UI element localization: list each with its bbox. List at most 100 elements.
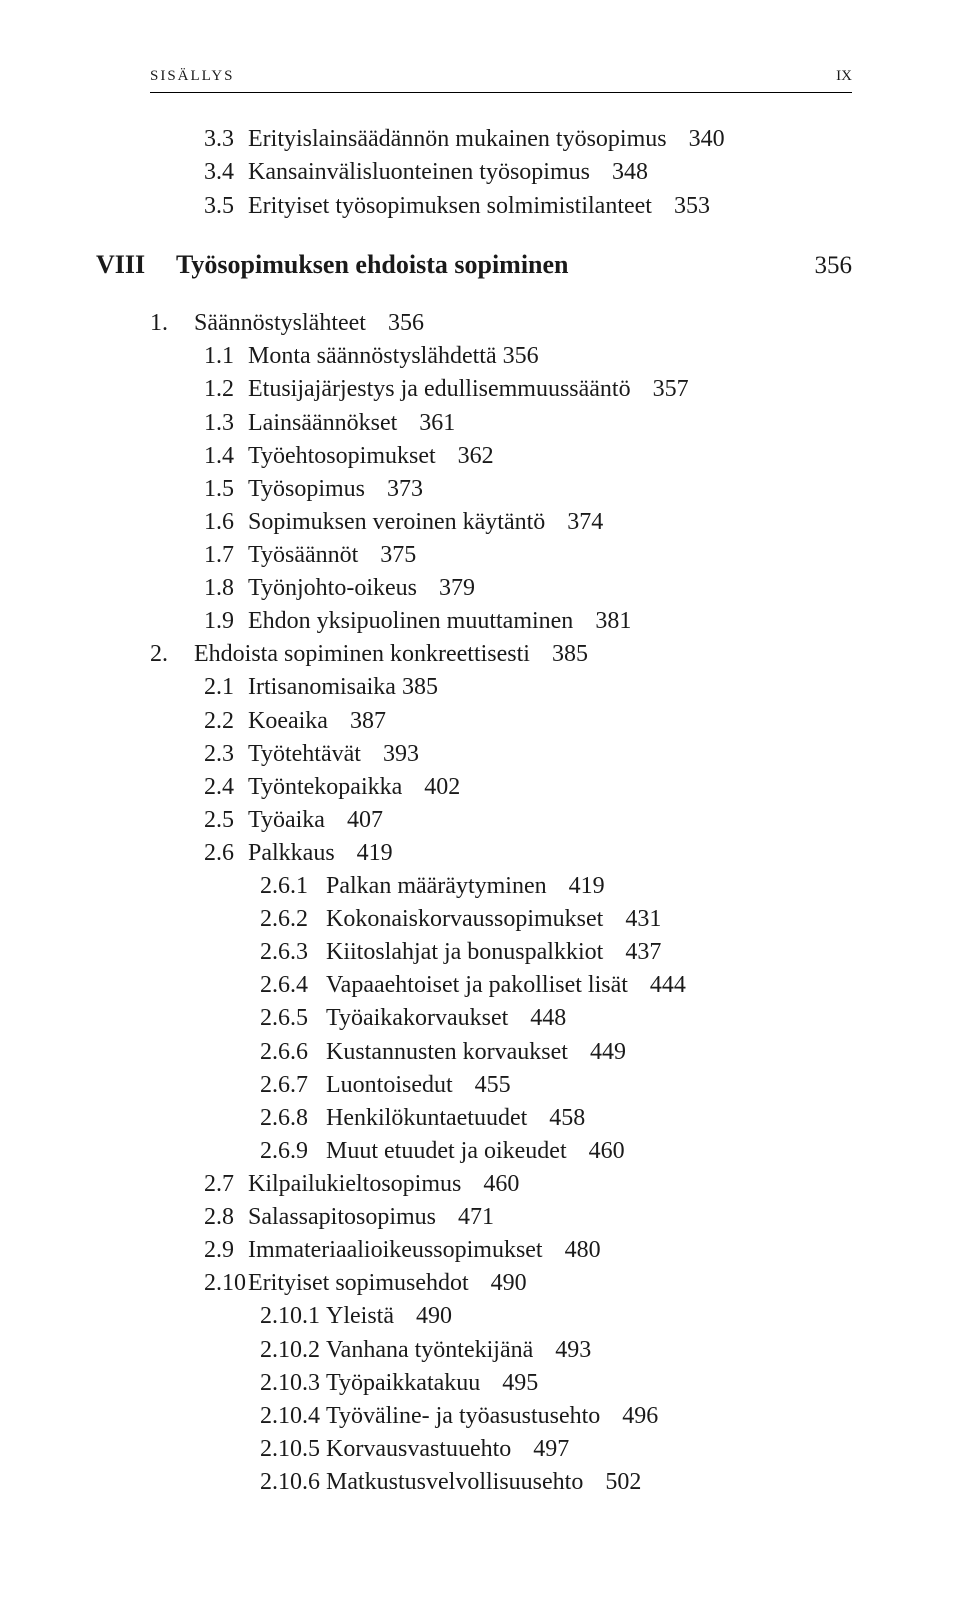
toc-entry-title: Työaika: [248, 807, 325, 833]
toc-entry-number: 2.4: [204, 771, 248, 804]
toc-entry-title: Työehtosopimukset: [248, 443, 436, 469]
toc-entry: 2.7Kilpailukieltosopimus460: [150, 1168, 852, 1201]
toc-entry-number: 2.6.6: [260, 1036, 326, 1069]
toc-entry-page: 449: [590, 1039, 626, 1065]
toc-entry-title: Säännöstyslähteet: [194, 310, 366, 336]
header-page-number: ix: [836, 58, 852, 88]
toc-entry-page: 495: [502, 1370, 538, 1396]
toc-entry-title: Muut etuudet ja oikeudet: [326, 1138, 567, 1164]
toc-entry-number: 2.10.6: [260, 1466, 326, 1499]
toc-entry: 2.6.8Henkilökuntaetuudet458: [150, 1102, 852, 1135]
toc-entry-title: Palkan määräytyminen: [326, 873, 547, 899]
toc-entry: 2.9Immateriaalioikeussopimukset480: [150, 1234, 852, 1267]
toc-entry-title: Ehdon yksipuolinen muuttaminen: [248, 608, 573, 634]
toc-entry-page: 357: [653, 376, 689, 402]
toc-entry-number: 2.9: [204, 1234, 248, 1267]
toc-entry-page: 437: [625, 939, 661, 965]
toc-entry-number: 2.10.5: [260, 1433, 326, 1466]
toc-entry-number: 2.8: [204, 1201, 248, 1234]
toc-entry-page: 379: [439, 575, 475, 601]
toc-entry-page: 381: [595, 608, 631, 634]
toc-entry-number: 2.6.2: [260, 903, 326, 936]
chapter-heading-row: VIII Työsopimuksen ehdoista sopiminen 35…: [96, 247, 852, 284]
toc-entry: 2.6.7Luontoisedut455: [150, 1069, 852, 1102]
toc-entry-number: 1.4: [204, 440, 248, 473]
toc-entry: 2.10.4Työväline- ja työasustusehto496: [150, 1400, 852, 1433]
toc-entry-title: Luontoisedut: [326, 1072, 453, 1098]
toc-entry-number: 2.3: [204, 738, 248, 771]
toc-entry-number: 2.6.8: [260, 1102, 326, 1135]
toc-entry: 1.9Ehdon yksipuolinen muuttaminen381: [150, 605, 852, 638]
toc-entry-number: 3.5: [204, 190, 248, 223]
toc-entry: 3.3Erityislainsäädännön mukainen työsopi…: [150, 123, 852, 156]
toc-entry-page: 471: [458, 1204, 494, 1230]
toc-entry: 1.7Työsäännöt375: [150, 539, 852, 572]
toc-entry-title: Sopimuksen veroinen käytäntö: [248, 509, 545, 535]
toc-entry-title: Immateriaalioikeussopimukset: [248, 1237, 543, 1263]
toc-post-block: 1.Säännöstyslähteet3561.1Monta säännösty…: [150, 307, 852, 1499]
toc-entry-page: 361: [419, 410, 455, 436]
toc-entry-number: 2.6.3: [260, 936, 326, 969]
toc-entry-page: 348: [612, 159, 648, 185]
toc-entry-title: Työnjohto-oikeus: [248, 575, 417, 601]
toc-entry: 2.10.5Korvausvastuuehto497: [150, 1433, 852, 1466]
toc-entry: 3.4Kansainvälisluonteinen työsopimus348: [150, 156, 852, 189]
toc-entry: 2.4Työntekopaikka402: [150, 771, 852, 804]
toc-entry-page: 460: [483, 1171, 519, 1197]
toc-entry-number: 2.2: [204, 705, 248, 738]
toc-entry-title: Koeaika: [248, 708, 328, 734]
toc-entry-page: 407: [347, 807, 383, 833]
toc-entry-page: 419: [569, 873, 605, 899]
toc-entry-number: 3.4: [204, 156, 248, 189]
toc-entry-page: 493: [555, 1337, 591, 1363]
toc-entry-title: Ehdoista sopiminen konkreettisesti: [194, 641, 530, 667]
toc-entry: 2.2Koeaika387: [150, 705, 852, 738]
toc-entry-title: Erityiset sopimusehdot: [248, 1270, 469, 1296]
toc-entry-number: 2.6: [204, 837, 248, 870]
toc-entry-number: 2.6.5: [260, 1002, 326, 1035]
toc-entry-title: Työsopimus: [248, 476, 365, 502]
toc-entry-title: Yleistä: [326, 1303, 394, 1329]
toc-entry-number: 2.: [150, 638, 194, 671]
toc-entry: 2.10Erityiset sopimusehdot490: [150, 1267, 852, 1300]
toc-entry-number: 2.1: [204, 671, 248, 704]
toc-entry: 2.6.5Työaikakorvaukset448: [150, 1002, 852, 1035]
toc-entry: 2.6.4Vapaaehtoiset ja pakolliset lisät44…: [150, 969, 852, 1002]
toc-entry: 2.10.1Yleistä490: [150, 1300, 852, 1333]
toc-entry-title: Työtehtävät: [248, 741, 361, 767]
toc-entry-page: 375: [380, 542, 416, 568]
toc-entry-title: Kokonaiskorvaussopimukset: [326, 906, 603, 932]
toc-entry: 1.2Etusijajärjestys ja edullisemmuussään…: [150, 373, 852, 406]
toc-entry-number: 1.6: [204, 506, 248, 539]
toc-entry-title: Työntekopaikka: [248, 774, 402, 800]
toc-entry-page: 502: [605, 1469, 641, 1495]
toc-entry-title: Työväline- ja työasustusehto: [326, 1403, 600, 1429]
toc-entry-page: 419: [357, 840, 393, 866]
toc-entry-title: Salassapitosopimus: [248, 1204, 436, 1230]
toc-entry-page: 448: [530, 1005, 566, 1031]
toc-entry: 2.6.9Muut etuudet ja oikeudet460: [150, 1135, 852, 1168]
toc-entry-number: 1.: [150, 307, 194, 340]
toc-entry-page: 374: [567, 509, 603, 535]
toc-entry-title: Etusijajärjestys ja edullisemmuussääntö: [248, 376, 631, 402]
toc-entry: 1.6Sopimuksen veroinen käytäntö 374: [150, 506, 852, 539]
toc-entry-page: 431: [625, 906, 661, 932]
toc-entry-title: Vapaaehtoiset ja pakolliset lisät: [326, 972, 628, 998]
chapter-page-number: 356: [815, 249, 853, 284]
toc-entry-page: 497: [533, 1436, 569, 1462]
chapter-title: Työsopimuksen ehdoista sopiminen: [176, 247, 795, 283]
toc-entry-number: 2.10.2: [260, 1334, 326, 1367]
toc-entry-page: 393: [383, 741, 419, 767]
toc-entry-number: 2.6.4: [260, 969, 326, 1002]
toc-entry-number: 2.5: [204, 804, 248, 837]
toc-entry-number: 2.10.3: [260, 1367, 326, 1400]
toc-entry: 2.10.3Työpaikkatakuu495: [150, 1367, 852, 1400]
chapter-roman-numeral: VIII: [96, 247, 176, 283]
toc-entry-title: Vanhana työntekijänä: [326, 1337, 533, 1363]
toc-entry: 1.8Työnjohto-oikeus379: [150, 572, 852, 605]
toc-entry-page: 373: [387, 476, 423, 502]
toc-entry: 1.Säännöstyslähteet356: [150, 307, 852, 340]
toc-entry-page: 460: [589, 1138, 625, 1164]
toc-entry: 2.6.2Kokonaiskorvaussopimukset 431: [150, 903, 852, 936]
toc-entry-number: 2.6.7: [260, 1069, 326, 1102]
